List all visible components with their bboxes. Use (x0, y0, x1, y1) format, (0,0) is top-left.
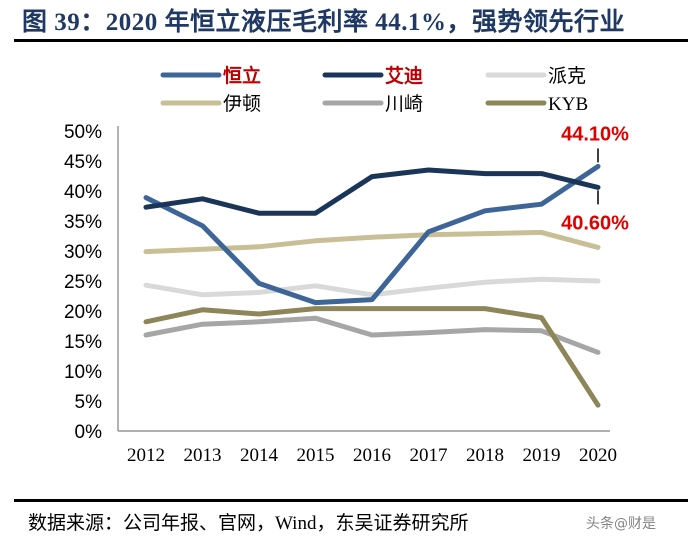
legend-label: 恒立 (223, 64, 261, 87)
legend-label: 伊顿 (223, 93, 261, 115)
watermark: 头条@财是 (586, 516, 656, 532)
x-tick-label: 2018 (466, 445, 504, 466)
y-tick-label: 40% (64, 182, 102, 203)
x-tick-label: 2019 (523, 445, 561, 466)
title-divider (14, 39, 688, 42)
y-tick-label: 10% (64, 362, 102, 383)
series-line-川崎 (143, 315, 601, 355)
series-line-派克 (143, 276, 601, 298)
x-tick-label: 2020 (579, 445, 617, 466)
y-tick-label: 45% (64, 152, 102, 173)
x-tick-label: 2013 (184, 445, 222, 466)
source-note: 数据来源：公司年报、官网，Wind，东吴证券研究所 (28, 513, 469, 534)
y-tick-label: 15% (64, 332, 102, 353)
legend-label: 川崎 (385, 93, 423, 115)
y-tick-label: 20% (64, 302, 102, 323)
x-tick-label: 2012 (127, 445, 165, 466)
legend-label: KYB (548, 94, 588, 115)
annotation-label: 40.60% (561, 212, 629, 234)
x-tick-label: 2015 (297, 445, 335, 466)
x-tick-label: 2014 (240, 445, 279, 466)
y-tick-label: 50% (64, 122, 102, 143)
x-tick-label: 2017 (410, 445, 448, 466)
x-tick-label: 2016 (353, 445, 391, 466)
legend-label: 艾迪 (385, 65, 423, 87)
y-tick-label: 25% (64, 272, 102, 293)
chart-title: 图 39：2020 年恒立液压毛利率 44.1%，强势领先行业 (22, 9, 626, 36)
footer-divider (14, 499, 688, 502)
legend-label: 派克 (548, 65, 586, 87)
y-tick-label: 5% (75, 392, 103, 413)
y-tick-label: 30% (64, 242, 102, 263)
y-tick-label: 35% (64, 212, 102, 233)
y-tick-label: 0% (75, 422, 103, 443)
annotation-label: 44.10% (561, 123, 629, 145)
